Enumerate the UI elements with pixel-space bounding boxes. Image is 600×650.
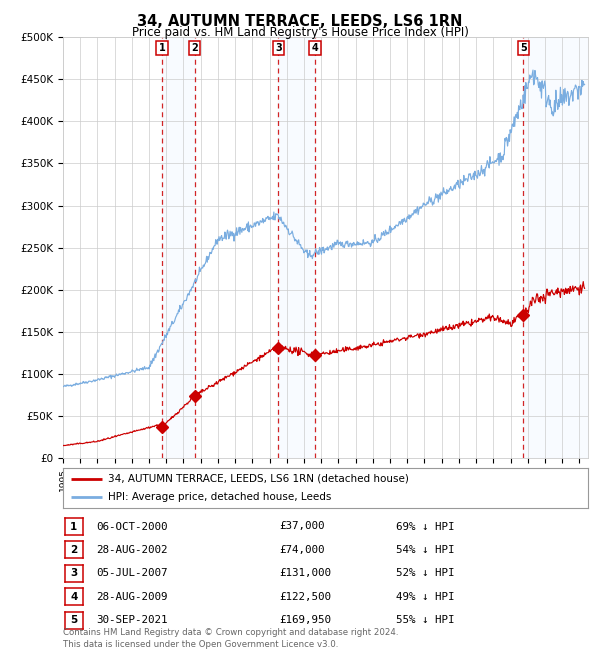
- Text: This data is licensed under the Open Government Licence v3.0.: This data is licensed under the Open Gov…: [63, 640, 338, 649]
- Text: 2: 2: [70, 545, 77, 555]
- Text: 34, AUTUMN TERRACE, LEEDS, LS6 1RN (detached house): 34, AUTUMN TERRACE, LEEDS, LS6 1RN (deta…: [107, 474, 409, 484]
- Text: £131,000: £131,000: [279, 568, 331, 578]
- Text: 55% ↓ HPI: 55% ↓ HPI: [396, 615, 455, 625]
- Text: 5: 5: [70, 615, 77, 625]
- Bar: [523, 37, 588, 458]
- Text: HPI: Average price, detached house, Leeds: HPI: Average price, detached house, Leed…: [107, 493, 331, 502]
- Text: 1: 1: [159, 43, 166, 53]
- Text: £37,000: £37,000: [279, 521, 325, 532]
- Text: 2: 2: [191, 43, 198, 53]
- Text: 05-JUL-2007: 05-JUL-2007: [96, 568, 167, 578]
- Text: 1: 1: [70, 521, 77, 532]
- Text: 52% ↓ HPI: 52% ↓ HPI: [396, 568, 455, 578]
- Text: 3: 3: [70, 568, 77, 578]
- Text: 4: 4: [70, 592, 77, 602]
- Text: 54% ↓ HPI: 54% ↓ HPI: [396, 545, 455, 555]
- Text: 5: 5: [520, 43, 527, 53]
- Bar: [162, 37, 194, 458]
- Bar: [278, 37, 315, 458]
- Text: 28-AUG-2002: 28-AUG-2002: [96, 545, 167, 555]
- Text: 28-AUG-2009: 28-AUG-2009: [96, 592, 167, 602]
- Text: 4: 4: [312, 43, 319, 53]
- Text: 49% ↓ HPI: 49% ↓ HPI: [396, 592, 455, 602]
- Text: £169,950: £169,950: [279, 615, 331, 625]
- Text: 06-OCT-2000: 06-OCT-2000: [96, 521, 167, 532]
- Text: Contains HM Land Registry data © Crown copyright and database right 2024.: Contains HM Land Registry data © Crown c…: [63, 628, 398, 637]
- Text: Price paid vs. HM Land Registry's House Price Index (HPI): Price paid vs. HM Land Registry's House …: [131, 26, 469, 39]
- Text: 30-SEP-2021: 30-SEP-2021: [96, 615, 167, 625]
- Text: 34, AUTUMN TERRACE, LEEDS, LS6 1RN: 34, AUTUMN TERRACE, LEEDS, LS6 1RN: [137, 14, 463, 29]
- Text: £74,000: £74,000: [279, 545, 325, 555]
- Text: £122,500: £122,500: [279, 592, 331, 602]
- Text: 3: 3: [275, 43, 282, 53]
- Text: 69% ↓ HPI: 69% ↓ HPI: [396, 521, 455, 532]
